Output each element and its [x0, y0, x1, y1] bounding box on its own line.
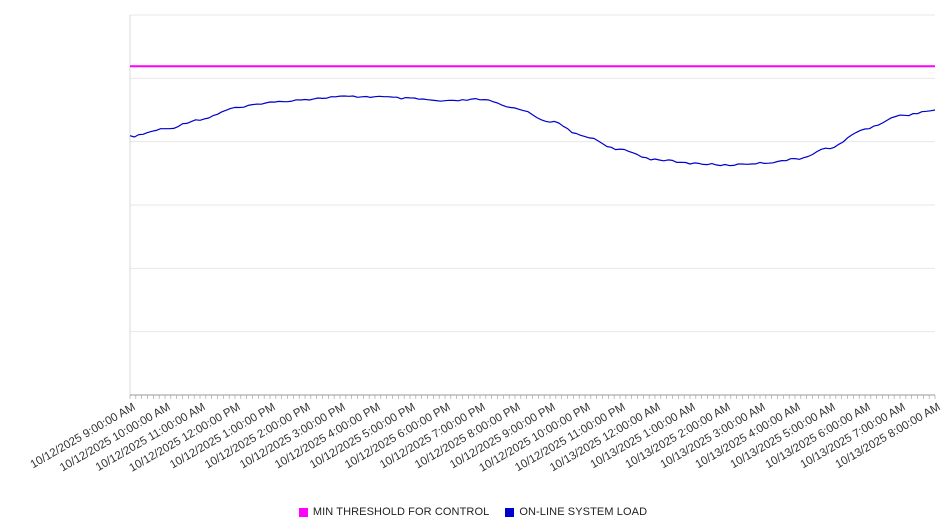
legend: MIN THRESHOLD FOR CONTROL ON-LINE SYSTEM…: [0, 506, 946, 518]
min-threshold-swatch: [298, 507, 308, 517]
online-system-load-line: [129, 95, 936, 167]
legend-label-system-load: ON-LINE SYSTEM LOAD: [519, 506, 648, 518]
legend-label-min-threshold: MIN THRESHOLD FOR CONTROL: [312, 506, 490, 518]
system-load-swatch: [505, 507, 515, 517]
legend-item-min-threshold: MIN THRESHOLD FOR CONTROL: [298, 506, 490, 518]
legend-item-system-load: ON-LINE SYSTEM LOAD: [505, 506, 647, 518]
